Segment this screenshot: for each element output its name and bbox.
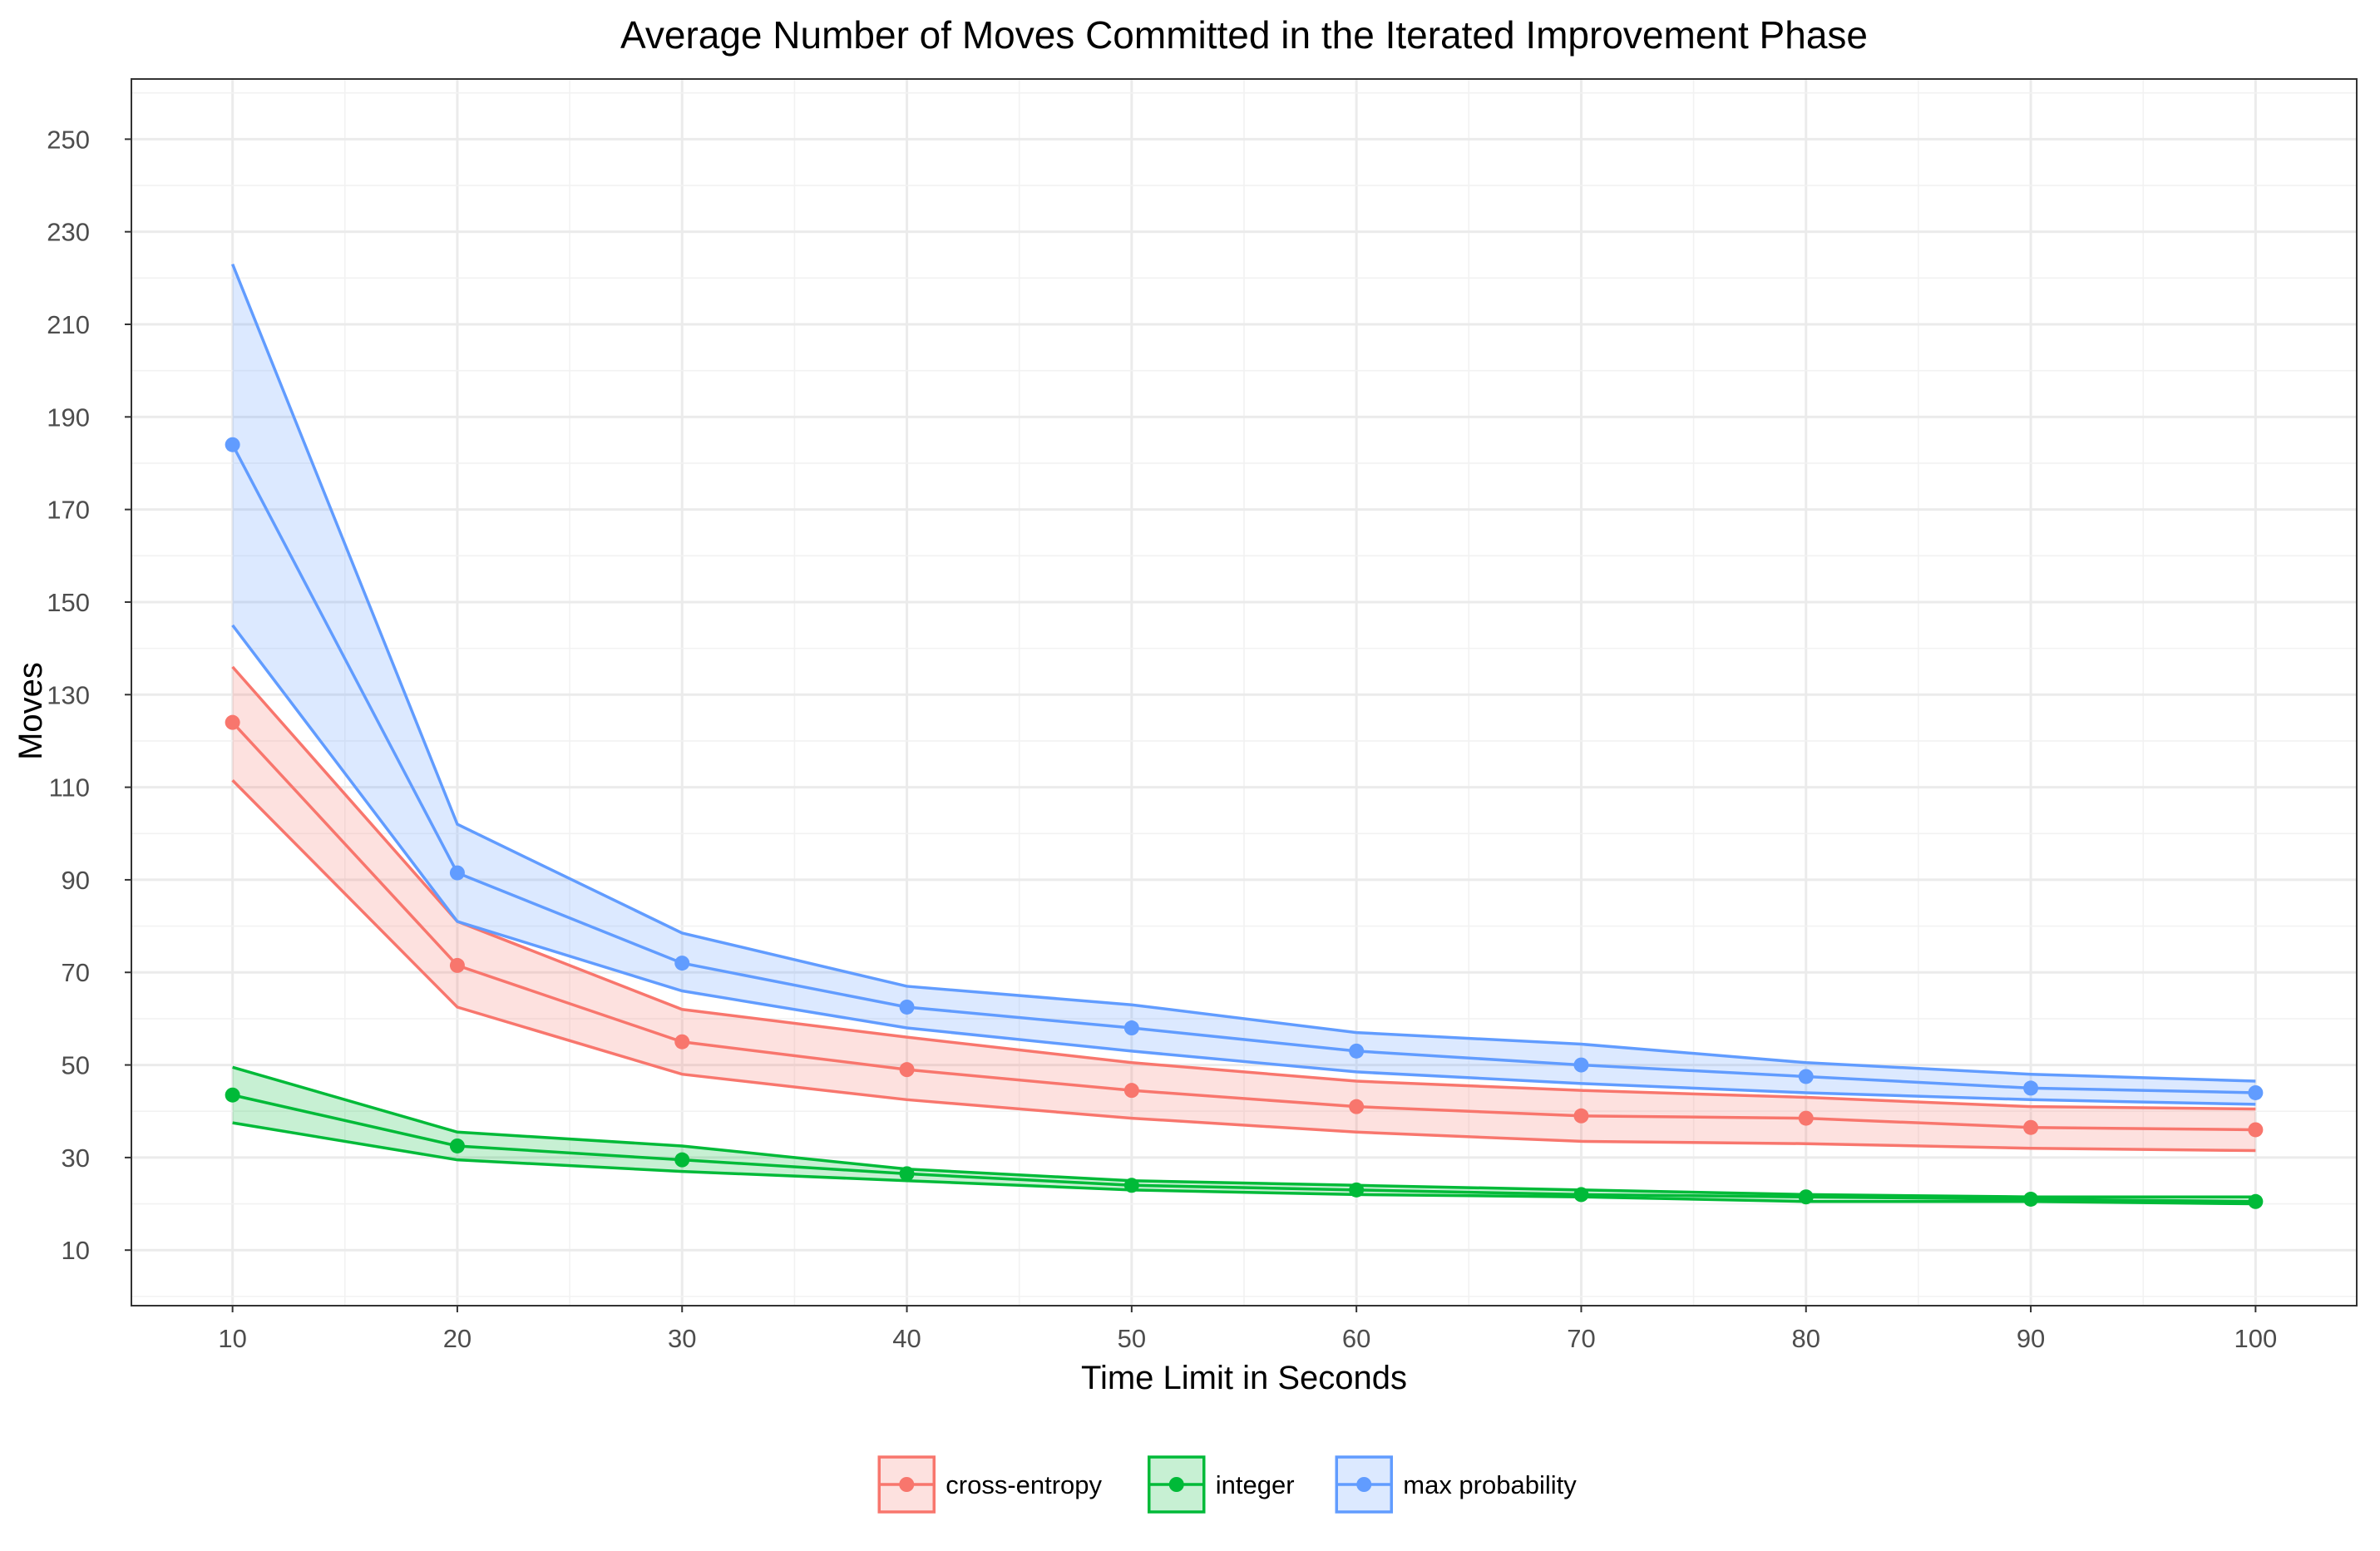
y-tick-label: 70 [62, 958, 90, 987]
point-max-probability [1798, 1069, 1814, 1084]
point-cross-entropy [1798, 1110, 1814, 1126]
x-tick-label: 70 [1567, 1324, 1595, 1353]
y-tick-label: 130 [47, 680, 90, 709]
x-axis-title: Time Limit in Seconds [1081, 1360, 1407, 1396]
point-integer [1798, 1189, 1814, 1205]
x-tick-label: 50 [1118, 1324, 1146, 1353]
legend-label: cross-entropy [946, 1470, 1102, 1499]
y-tick-label: 30 [62, 1143, 90, 1173]
x-axis-ticks: 10 20 30 40 50 60 70 80 90 100 [218, 1306, 2277, 1353]
series-lines [231, 263, 2256, 1206]
point-cross-entropy [1123, 1083, 1139, 1099]
point-cross-entropy [1573, 1108, 1589, 1124]
point-max-probability [2023, 1080, 2039, 1096]
y-tick-label: 190 [47, 403, 90, 432]
series-points [225, 437, 2264, 1209]
point-integer [899, 1166, 915, 1182]
point-max-probability [1123, 1020, 1139, 1036]
point-integer [1349, 1182, 1365, 1198]
y-axis-title: Moves [12, 662, 49, 760]
lower-line-max-probability [231, 624, 2256, 1106]
mean-line-max-probability [231, 443, 2256, 1094]
x-tick-label: 20 [443, 1324, 472, 1353]
y-tick-label: 90 [62, 866, 90, 895]
band-cross-entropy [232, 666, 2256, 1151]
point-cross-entropy [2023, 1119, 2039, 1135]
band-integer [232, 1067, 2256, 1204]
grid [131, 79, 2357, 1306]
panel-border [131, 78, 2358, 1306]
upper-line-max-probability [231, 263, 2256, 1083]
mean-line-integer [232, 1094, 2256, 1203]
point-max-probability [2248, 1084, 2264, 1100]
point-max-probability [674, 956, 690, 971]
legend-item-integer: integer [1148, 1455, 1295, 1514]
point-max-probability [225, 437, 240, 452]
y-tick-label: 210 [47, 310, 90, 339]
y-axis-ticks: 10 30 50 70 90 110 130 150 170 190 210 230 250 [47, 125, 131, 1265]
y-tick-label: 150 [47, 588, 90, 617]
point-cross-entropy [449, 957, 465, 973]
legend: cross-entropy integer max probability [877, 1455, 1577, 1514]
point-integer [2248, 1193, 2264, 1209]
legend-key-point [1168, 1477, 1184, 1492]
point-integer [1123, 1178, 1139, 1193]
point-max-probability [449, 865, 465, 881]
legend-item-cross-entropy: cross-entropy [877, 1455, 1103, 1514]
lower-line-cross-entropy [231, 779, 2256, 1153]
mean-line-cross-entropy [231, 721, 2256, 1132]
x-tick-label: 40 [892, 1324, 921, 1353]
point-cross-entropy [225, 714, 240, 730]
upper-line-cross-entropy [231, 665, 2256, 1111]
y-tick-label: 50 [62, 1051, 90, 1080]
x-tick-label: 90 [2017, 1324, 2045, 1353]
x-tick-label: 80 [1792, 1324, 1820, 1353]
point-integer [449, 1138, 465, 1153]
point-integer [225, 1087, 240, 1103]
point-max-probability [1573, 1057, 1589, 1073]
point-integer [1573, 1187, 1589, 1203]
y-tick-label: 110 [49, 773, 90, 803]
y-tick-label: 10 [62, 1236, 90, 1265]
point-cross-entropy [2248, 1122, 2264, 1138]
upper-line-integer [232, 1065, 2256, 1198]
legend-key-point [899, 1477, 915, 1492]
x-tick-label: 10 [218, 1324, 246, 1353]
point-cross-entropy [674, 1034, 690, 1050]
confidence-bands [232, 264, 2256, 1204]
chart-title: Average Number of Moves Committed in the… [620, 13, 1868, 57]
y-tick-label: 230 [47, 218, 90, 247]
y-tick-label: 170 [47, 496, 90, 525]
point-cross-entropy [899, 1062, 915, 1078]
y-tick-label: 250 [47, 125, 90, 154]
x-tick-label: 100 [2234, 1324, 2277, 1353]
point-integer [2023, 1191, 2039, 1207]
point-cross-entropy [1349, 1099, 1365, 1114]
point-max-probability [1349, 1043, 1365, 1059]
point-integer [674, 1152, 690, 1168]
x-tick-label: 60 [1342, 1324, 1370, 1353]
lower-line-integer [232, 1121, 2256, 1206]
legend-label: max probability [1403, 1470, 1577, 1499]
x-tick-label: 30 [668, 1324, 696, 1353]
point-max-probability [899, 999, 915, 1015]
legend-key-point [1356, 1477, 1372, 1492]
legend-item-max-probability: max probability [1335, 1455, 1577, 1514]
legend-label: integer [1216, 1470, 1295, 1499]
